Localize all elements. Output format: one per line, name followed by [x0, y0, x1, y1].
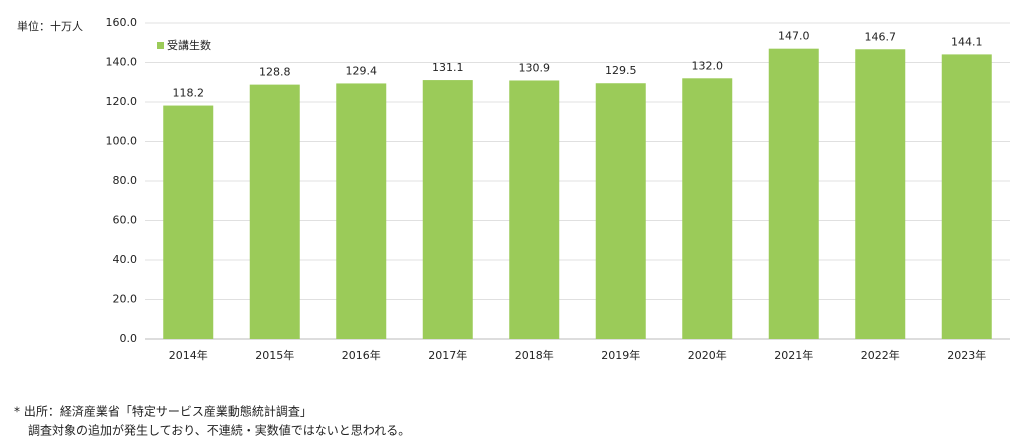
data-label: 129.5	[605, 64, 637, 77]
x-tick-label: 2015年	[255, 348, 294, 362]
data-label: 146.7	[865, 30, 897, 43]
y-tick-label: 40.0	[113, 253, 138, 266]
data-label: 128.8	[259, 66, 291, 79]
data-label: 147.0	[778, 30, 810, 43]
unit-label: 単位：十万人	[17, 19, 83, 33]
bar	[682, 78, 733, 340]
x-tick-label: 2020年	[688, 348, 727, 362]
data-label: 132.0	[692, 59, 724, 72]
legend-entry: 受講生数	[167, 38, 211, 52]
x-tick-label: 2017年	[428, 348, 467, 362]
data-label: 144.1	[951, 35, 983, 48]
bar	[249, 84, 300, 340]
y-tick-label: 20.0	[113, 293, 138, 306]
bar	[422, 80, 473, 339]
bar	[336, 83, 387, 339]
y-tick-label: 0.0	[120, 332, 138, 345]
y-tick-label: 120.0	[106, 95, 138, 108]
bar	[855, 49, 906, 339]
footnote: 調査対象の追加が発生しており、不連続・実数値ではないと思われる。	[28, 423, 410, 438]
x-tick-label: 2022年	[861, 348, 900, 362]
bar	[509, 80, 560, 339]
data-label: 118.2	[173, 87, 205, 100]
y-tick-label: 60.0	[113, 214, 138, 227]
x-tick-label: 2019年	[601, 348, 640, 362]
x-tick-label: 2018年	[515, 348, 554, 362]
bar	[941, 54, 992, 340]
legend-swatch	[157, 42, 164, 49]
bar	[595, 83, 646, 339]
x-tick-label: 2021年	[774, 348, 813, 362]
y-tick-label: 100.0	[106, 135, 138, 148]
bar	[163, 105, 214, 340]
y-tick-label: 80.0	[113, 174, 138, 187]
footnote: * 出所：経済産業省「特定サービス産業動態統計調査」	[14, 404, 312, 419]
x-tick-label: 2023年	[947, 348, 986, 362]
data-label: 129.4	[346, 64, 378, 77]
y-tick-label: 160.0	[106, 16, 138, 29]
x-tick-label: 2014年	[169, 348, 208, 362]
data-label: 131.1	[432, 61, 464, 74]
y-tick-label: 140.0	[106, 56, 138, 69]
data-label: 130.9	[519, 61, 551, 74]
bar	[768, 48, 819, 340]
x-tick-label: 2016年	[342, 348, 381, 362]
